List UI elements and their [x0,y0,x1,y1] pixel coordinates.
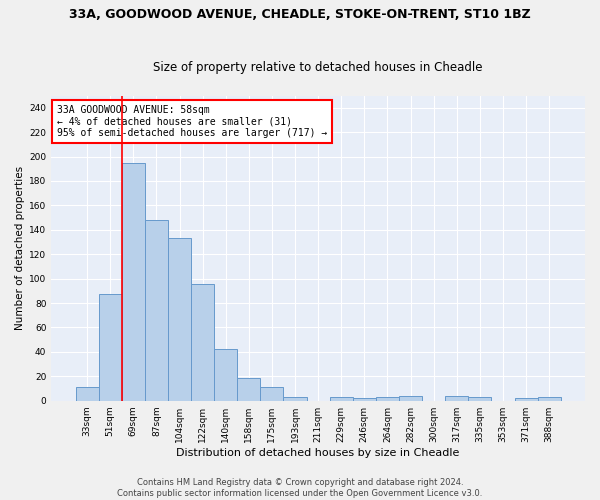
Bar [515,398,538,400]
Title: Size of property relative to detached houses in Cheadle: Size of property relative to detached ho… [154,60,483,74]
Bar [260,388,283,400]
Bar [98,294,122,401]
Bar [538,397,561,400]
Text: 33A GOODWOOD AVENUE: 58sqm
← 4% of detached houses are smaller (31)
95% of semi-: 33A GOODWOOD AVENUE: 58sqm ← 4% of detac… [56,104,327,138]
Text: 33A, GOODWOOD AVENUE, CHEADLE, STOKE-ON-TRENT, ST10 1BZ: 33A, GOODWOOD AVENUE, CHEADLE, STOKE-ON-… [69,8,531,20]
Bar [191,284,214,401]
Bar [214,350,237,401]
Bar [122,162,145,400]
X-axis label: Distribution of detached houses by size in Cheadle: Distribution of detached houses by size … [176,448,460,458]
Bar [283,397,307,400]
Bar [353,398,376,400]
Text: Contains HM Land Registry data © Crown copyright and database right 2024.
Contai: Contains HM Land Registry data © Crown c… [118,478,482,498]
Bar [329,397,353,400]
Y-axis label: Number of detached properties: Number of detached properties [15,166,25,330]
Bar [399,396,422,400]
Bar [469,397,491,400]
Bar [376,397,399,400]
Bar [145,220,168,400]
Bar [445,396,469,400]
Bar [237,378,260,400]
Bar [168,238,191,400]
Bar [76,388,98,400]
